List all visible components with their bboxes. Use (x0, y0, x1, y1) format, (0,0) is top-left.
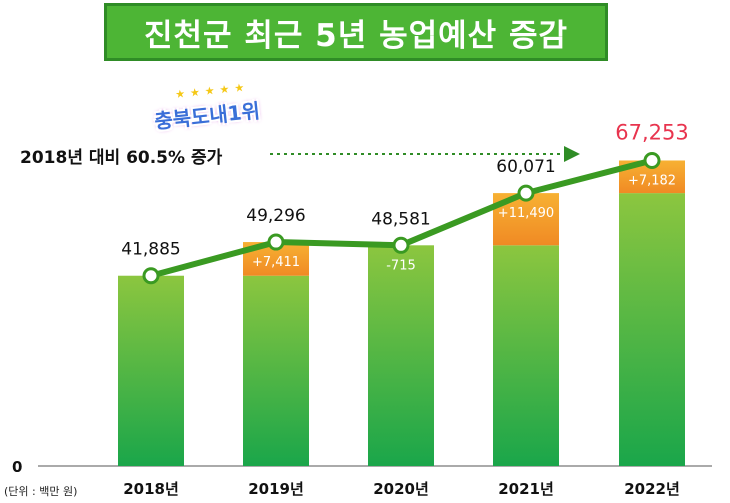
bar-2022년 (619, 193, 685, 467)
chart-title: 진천군 최근 5년 농업예산 증감 (144, 17, 568, 54)
bar-2019년 (243, 275, 309, 466)
x-tick-label: 2018년 (123, 480, 179, 498)
bar-2018년 (118, 275, 184, 466)
bar-2021년 (493, 245, 559, 466)
x-tick-label: 2022년 (624, 480, 680, 498)
unit-label: (단위 : 백만 원) (4, 485, 78, 498)
data-label: 60,071 (496, 157, 555, 177)
data-point (267, 233, 285, 251)
data-point (517, 184, 535, 202)
data-label: 41,885 (121, 240, 180, 260)
data-point (392, 236, 410, 254)
data-point (643, 151, 661, 169)
data-label: 67,253 (615, 120, 688, 144)
title-banner: 진천군 최근 5년 농업예산 증감 (104, 3, 608, 61)
change-label: +7,182 (628, 173, 676, 188)
growth-annotation: 2018년 대비 60.5% 증가 (20, 148, 223, 168)
change-label: +7,411 (252, 255, 300, 270)
x-tick-label: 2020년 (373, 480, 429, 498)
bar-2020년 (368, 245, 434, 466)
data-label: 48,581 (371, 209, 430, 229)
change-label: +11,490 (498, 206, 554, 221)
x-tick-label: 2019년 (248, 480, 304, 498)
change-label: -715 (386, 258, 416, 273)
data-point (142, 267, 160, 285)
y-tick-label: 0 (12, 458, 22, 476)
x-tick-label: 2021년 (498, 480, 554, 498)
data-label: 49,296 (246, 206, 305, 226)
